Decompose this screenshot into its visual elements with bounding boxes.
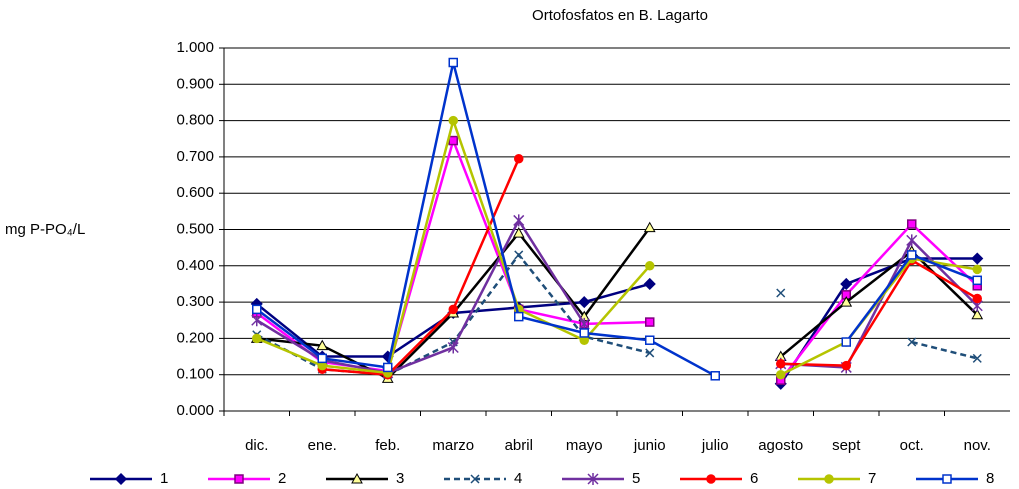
marker — [514, 250, 524, 260]
legend-label: 4 — [514, 470, 522, 487]
marker — [448, 115, 458, 126]
marker — [514, 153, 524, 164]
y-tick-label: 0.300 — [176, 293, 214, 310]
marker — [907, 250, 917, 260]
marker — [587, 473, 599, 485]
marker — [252, 304, 262, 315]
marker — [643, 277, 656, 291]
marker — [776, 369, 786, 380]
marker — [841, 337, 851, 347]
x-tick-label: dic. — [245, 437, 268, 454]
marker — [907, 337, 917, 347]
marker — [645, 317, 655, 327]
y-tick-label: 0.800 — [176, 112, 214, 129]
marker — [645, 348, 655, 358]
legend-label: 2 — [278, 470, 286, 487]
marker — [972, 293, 982, 304]
marker — [841, 360, 851, 371]
marker — [514, 311, 524, 322]
y-axis-label: mg P-PO₄/L — [5, 221, 85, 238]
x-tick-label: feb. — [375, 437, 400, 454]
marker — [579, 328, 589, 338]
x-tick-label: marzo — [432, 437, 474, 454]
y-tick-label: 1.000 — [176, 39, 214, 56]
y-tick-label: 0.200 — [176, 329, 214, 346]
y-tick-label: 0.000 — [176, 402, 214, 419]
legend-label: 1 — [160, 470, 168, 487]
legend-label: 3 — [396, 470, 404, 487]
y-tick-label: 0.500 — [176, 220, 214, 237]
marker — [710, 371, 720, 381]
x-tick-label: mayo — [566, 437, 603, 454]
marker — [907, 219, 917, 229]
marker — [447, 341, 459, 354]
x-tick-label: oct. — [900, 437, 924, 454]
marker — [645, 335, 655, 345]
marker — [317, 353, 327, 364]
marker — [972, 264, 982, 275]
marker — [645, 261, 655, 271]
marker — [971, 252, 984, 265]
x-tick-label: agosto — [758, 437, 803, 454]
marker — [906, 234, 918, 247]
legend-label: 5 — [632, 470, 640, 487]
x-tick-label: ene. — [308, 437, 337, 454]
marker — [578, 296, 591, 309]
chart-title: Ortofosfatos en B. Lagarto — [532, 7, 708, 24]
marker — [383, 362, 393, 373]
legend-label: 8 — [986, 470, 994, 487]
marker — [513, 214, 525, 227]
marker — [824, 474, 834, 484]
x-tick-label: nov. — [964, 437, 991, 454]
legend-label: 7 — [868, 470, 876, 487]
marker — [448, 304, 458, 315]
legend-label: 6 — [750, 470, 758, 487]
x-tick-label: abril — [505, 437, 533, 454]
marker — [448, 135, 458, 146]
marker — [512, 227, 525, 238]
y-tick-label: 0.400 — [176, 257, 214, 274]
series-line — [322, 158, 978, 376]
marker — [942, 474, 952, 484]
marker — [643, 221, 656, 233]
marker — [351, 472, 363, 484]
x-tick-label: junio — [633, 437, 666, 454]
marker — [972, 275, 982, 286]
y-tick-label: 0.600 — [176, 184, 214, 201]
marker — [234, 474, 244, 484]
marker — [251, 314, 263, 327]
marker — [470, 474, 480, 484]
marker — [316, 339, 329, 351]
series-line — [256, 217, 979, 375]
marker — [840, 277, 853, 291]
marker — [971, 308, 984, 320]
marker — [972, 353, 982, 363]
marker — [706, 474, 716, 484]
x-tick-label: sept — [832, 437, 861, 454]
marker — [840, 296, 853, 307]
x-tick-label: julio — [701, 437, 729, 454]
marker — [776, 288, 786, 298]
marker — [578, 317, 590, 330]
marker — [114, 472, 128, 486]
marker — [252, 333, 262, 344]
y-tick-label: 0.100 — [176, 366, 214, 383]
marker — [448, 57, 458, 68]
y-tick-label: 0.700 — [176, 148, 214, 165]
y-tick-label: 0.900 — [176, 75, 214, 92]
marker — [776, 359, 786, 369]
